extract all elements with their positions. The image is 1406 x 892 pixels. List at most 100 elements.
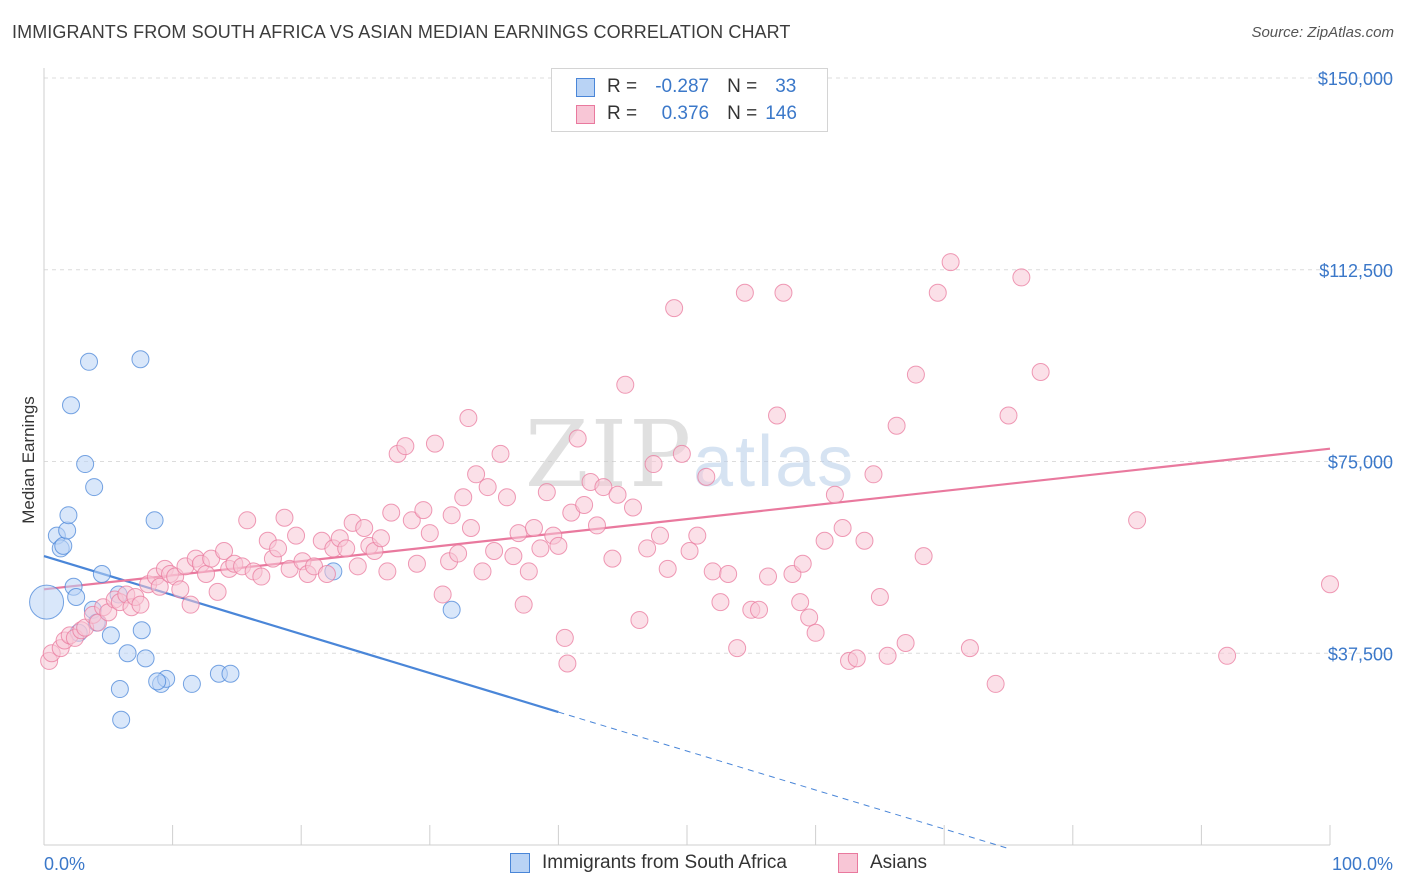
point-asian [630, 611, 649, 630]
point-asian [1218, 646, 1237, 665]
point-asian [478, 478, 497, 497]
point-asian [896, 634, 915, 653]
source-label: Source: ZipAtlas.com [1251, 24, 1394, 41]
point-south-africa [110, 680, 129, 699]
point-asian [504, 547, 523, 566]
point-asian [806, 623, 825, 642]
point-asian [638, 539, 657, 558]
r-label: R = [607, 103, 638, 124]
point-south-africa [132, 621, 151, 640]
point-asian [420, 524, 439, 543]
point-asian [575, 495, 594, 514]
point-asian [703, 562, 722, 581]
trend-lines [43, 447, 1331, 849]
point-asian [433, 585, 452, 604]
point-asian [644, 455, 663, 474]
y-tick-label: $150,000 [1318, 69, 1393, 89]
point-asian [941, 253, 960, 272]
point-south-africa [136, 649, 155, 668]
point-asian [999, 406, 1018, 425]
point-asian [491, 444, 510, 463]
point-asian [650, 526, 669, 545]
point-asian [697, 467, 716, 486]
tick-labels: $37,500 $75,000 $112,500 $150,000 0.0% 100.0% [44, 69, 1393, 874]
point-asian [371, 529, 390, 548]
n-label: N = [727, 103, 758, 124]
point-south-africa [118, 644, 137, 663]
point-asian [402, 511, 421, 530]
point-asian [537, 483, 556, 502]
point-asian [208, 582, 227, 601]
point-asian [587, 516, 606, 535]
point-asian [514, 595, 533, 614]
point-asian [519, 562, 538, 581]
point-asian [459, 409, 478, 428]
point-south-africa [80, 352, 99, 371]
point-asian [150, 577, 169, 596]
point-asian [672, 444, 691, 463]
point-asian [473, 562, 492, 581]
point-asian [558, 654, 577, 673]
point-south-africa [58, 521, 77, 540]
point-asian [275, 508, 294, 527]
data-points [29, 253, 1339, 729]
point-asian [348, 557, 367, 576]
point-asian [485, 541, 504, 560]
legend-label: Asians [870, 852, 928, 873]
r-value: -0.287 [655, 76, 710, 97]
point-asian [616, 375, 635, 394]
legend-row-asians: R = 0.376 N = 146 [576, 102, 797, 126]
legend-swatch-pink [576, 104, 595, 124]
n-value: 146 [765, 103, 797, 124]
legend-swatch-pink [838, 853, 858, 873]
correlation-legend: R = -0.287 N = 33 R = 0.376 N = 146 [551, 68, 828, 132]
n-label: N = [727, 76, 758, 97]
point-south-africa [112, 710, 131, 729]
point-asian [774, 283, 793, 302]
point-asian [759, 567, 778, 586]
series-legend: Immigrants from South Africa Asians [0, 852, 1406, 878]
point-asian [847, 649, 866, 668]
legend-item-asians[interactable]: Asians [838, 852, 927, 874]
point-asian [1321, 575, 1339, 594]
point-south-africa [221, 664, 240, 683]
point-asian [680, 541, 699, 560]
point-asian [524, 518, 543, 537]
point-asian [608, 485, 627, 504]
point-south-africa [92, 564, 111, 583]
point-south-africa [182, 674, 201, 693]
point-asian [960, 639, 979, 658]
point-south-africa [101, 626, 120, 645]
point-south-africa [442, 600, 461, 619]
point-asian [815, 531, 834, 550]
point-asian [750, 600, 769, 619]
point-asian [454, 488, 473, 507]
point-asian [728, 639, 747, 658]
chart-title: IMMIGRANTS FROM SOUTH AFRICA VS ASIAN ME… [12, 22, 791, 42]
point-asian [864, 465, 883, 484]
point-asian [131, 595, 150, 614]
point-asian [269, 539, 288, 558]
point-asian [171, 580, 190, 599]
point-asian [623, 498, 642, 517]
point-asian [509, 524, 528, 543]
point-south-africa [148, 672, 167, 691]
legend-item-south-africa[interactable]: Immigrants from South Africa [510, 852, 787, 874]
point-asian [531, 539, 550, 558]
r-value: 0.376 [661, 103, 710, 124]
point-asian [378, 562, 397, 581]
point-asian [870, 588, 889, 607]
point-south-africa [67, 588, 86, 607]
point-asian [555, 628, 574, 647]
point-asian [181, 595, 200, 614]
point-asian [497, 488, 516, 507]
point-asian [855, 531, 874, 550]
point-asian [833, 518, 852, 537]
y-axis-title: Median Earnings [19, 396, 38, 524]
point-asian [735, 283, 754, 302]
point-asian [449, 544, 468, 563]
point-asian [1012, 268, 1031, 287]
point-asian [928, 283, 947, 302]
legend-swatch-blue [576, 77, 595, 97]
